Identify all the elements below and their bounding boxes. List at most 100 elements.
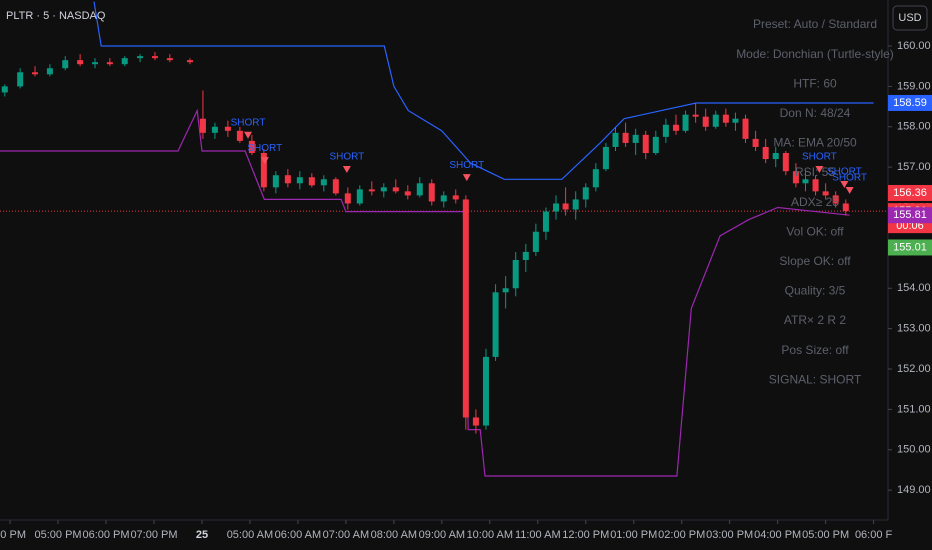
candle-body xyxy=(592,169,599,188)
price-label-box xyxy=(888,184,932,201)
candle-body xyxy=(416,183,423,196)
candle-body xyxy=(802,179,809,184)
candle-body xyxy=(662,124,669,137)
candle-body xyxy=(151,56,158,59)
info-panel-row: Quality: 3/5 xyxy=(785,284,846,298)
candle-body xyxy=(472,417,479,426)
price-label: 156.36 xyxy=(893,187,927,199)
currency-button[interactable] xyxy=(892,5,928,31)
price-label: 155.01 xyxy=(893,241,927,253)
candle-body xyxy=(732,118,739,123)
candle-body xyxy=(722,114,729,123)
candle-body xyxy=(260,153,267,188)
x-tick-label: 03:00 PM xyxy=(706,529,753,541)
signal-label: SHORT xyxy=(329,152,364,163)
candle-body xyxy=(482,356,489,426)
y-tick-label: 149.00 xyxy=(897,484,931,496)
candle-body xyxy=(602,146,609,170)
candle-body xyxy=(380,187,387,192)
x-tick-label: 06:00 PM xyxy=(82,529,129,541)
info-panel-row: Vol OK: off xyxy=(786,224,844,238)
info-panel-row: HTF: 60 xyxy=(793,76,837,90)
candle-body xyxy=(792,171,799,184)
candle-body xyxy=(612,132,619,147)
x-tick-label: 11:00 AM xyxy=(515,529,561,541)
x-tick-label: 04:00 PM xyxy=(754,529,801,541)
x-tick-label: 09:00 AM xyxy=(419,529,465,541)
candle-body xyxy=(320,179,327,186)
signal-label: SHORT xyxy=(231,117,266,128)
signal-label: SHORT xyxy=(827,167,862,178)
candle-body xyxy=(199,118,206,133)
candle-body xyxy=(46,68,53,75)
candle-body xyxy=(186,60,193,63)
x-tick-label: 02:00 PM xyxy=(658,529,705,541)
x-tick-label: 01:00 PM xyxy=(610,529,657,541)
signal-label: SHORT xyxy=(449,160,484,171)
candle-body xyxy=(344,193,351,204)
candle-body xyxy=(752,138,759,147)
candle-body xyxy=(622,132,629,143)
y-tick-label: 151.00 xyxy=(897,403,931,415)
x-tick-label: 00 PM xyxy=(0,529,26,541)
x-tick-label: 08:00 AM xyxy=(371,529,417,541)
candle-body xyxy=(32,72,39,75)
y-tick-label: 158.00 xyxy=(897,121,931,133)
candle-body xyxy=(392,187,399,192)
candle-body xyxy=(462,199,469,418)
candle-body xyxy=(522,251,529,260)
candle-body xyxy=(296,177,303,184)
info-panel-row: Mode: Donchian (Turtle-style) xyxy=(736,47,894,61)
candle-body xyxy=(137,56,144,59)
candle-body xyxy=(632,134,639,143)
candle-body xyxy=(121,58,128,65)
price-label-box xyxy=(888,239,932,256)
x-tick-label: 12:00 PM xyxy=(562,529,609,541)
price-label-box xyxy=(888,207,932,224)
info-panel-row: ADX≥ 25 xyxy=(791,195,839,209)
x-tick-label: 25 xyxy=(196,529,208,541)
candle-body xyxy=(284,175,291,184)
signal-marker xyxy=(815,166,824,174)
info-panel-row: Preset: Auto / Standard xyxy=(753,17,877,31)
candle-body xyxy=(502,288,509,293)
candle-body xyxy=(248,140,255,154)
signal-marker xyxy=(845,187,854,195)
candle-body xyxy=(782,153,789,172)
candle-body xyxy=(642,134,649,154)
candle-body xyxy=(272,175,279,188)
price-label-box xyxy=(888,94,932,111)
candle-body xyxy=(772,153,779,160)
x-tick-label: 05:00 PM xyxy=(35,529,82,541)
y-tick-label: 159.00 xyxy=(897,80,931,92)
candle-body xyxy=(702,116,709,127)
candle-body xyxy=(166,58,173,61)
currency-label[interactable]: USD xyxy=(898,12,921,24)
candle-body xyxy=(692,114,699,117)
signal-label: SHORT xyxy=(247,143,282,154)
candle-body xyxy=(812,179,819,192)
y-tick-label: 157.00 xyxy=(897,161,931,173)
candle-body xyxy=(492,292,499,357)
candle-body xyxy=(224,126,231,131)
x-tick-label: 07:00 PM xyxy=(130,529,177,541)
y-tick-label: 160.00 xyxy=(897,40,931,52)
y-tick-label: 154.00 xyxy=(897,282,931,294)
x-tick-label: 10:00 AM xyxy=(467,529,513,541)
info-panel-row: MA: EMA 20/50 xyxy=(773,136,857,150)
info-panel-row: Don N: 48/24 xyxy=(780,106,851,120)
candle-body xyxy=(672,124,679,131)
info-panel-row: ATR× 2 R 2 xyxy=(784,313,846,327)
y-tick-label: 150.00 xyxy=(897,444,931,456)
candle-body xyxy=(652,136,659,154)
signal-label: SHORT xyxy=(832,173,867,184)
candle-body xyxy=(77,60,84,65)
candle-body xyxy=(572,199,579,210)
candle-body xyxy=(106,62,113,65)
candle-body xyxy=(211,126,218,133)
candle-body xyxy=(236,130,243,141)
x-tick-label: 06:00 AM xyxy=(275,529,321,541)
x-tick-label: 05:00 PM xyxy=(802,529,849,541)
